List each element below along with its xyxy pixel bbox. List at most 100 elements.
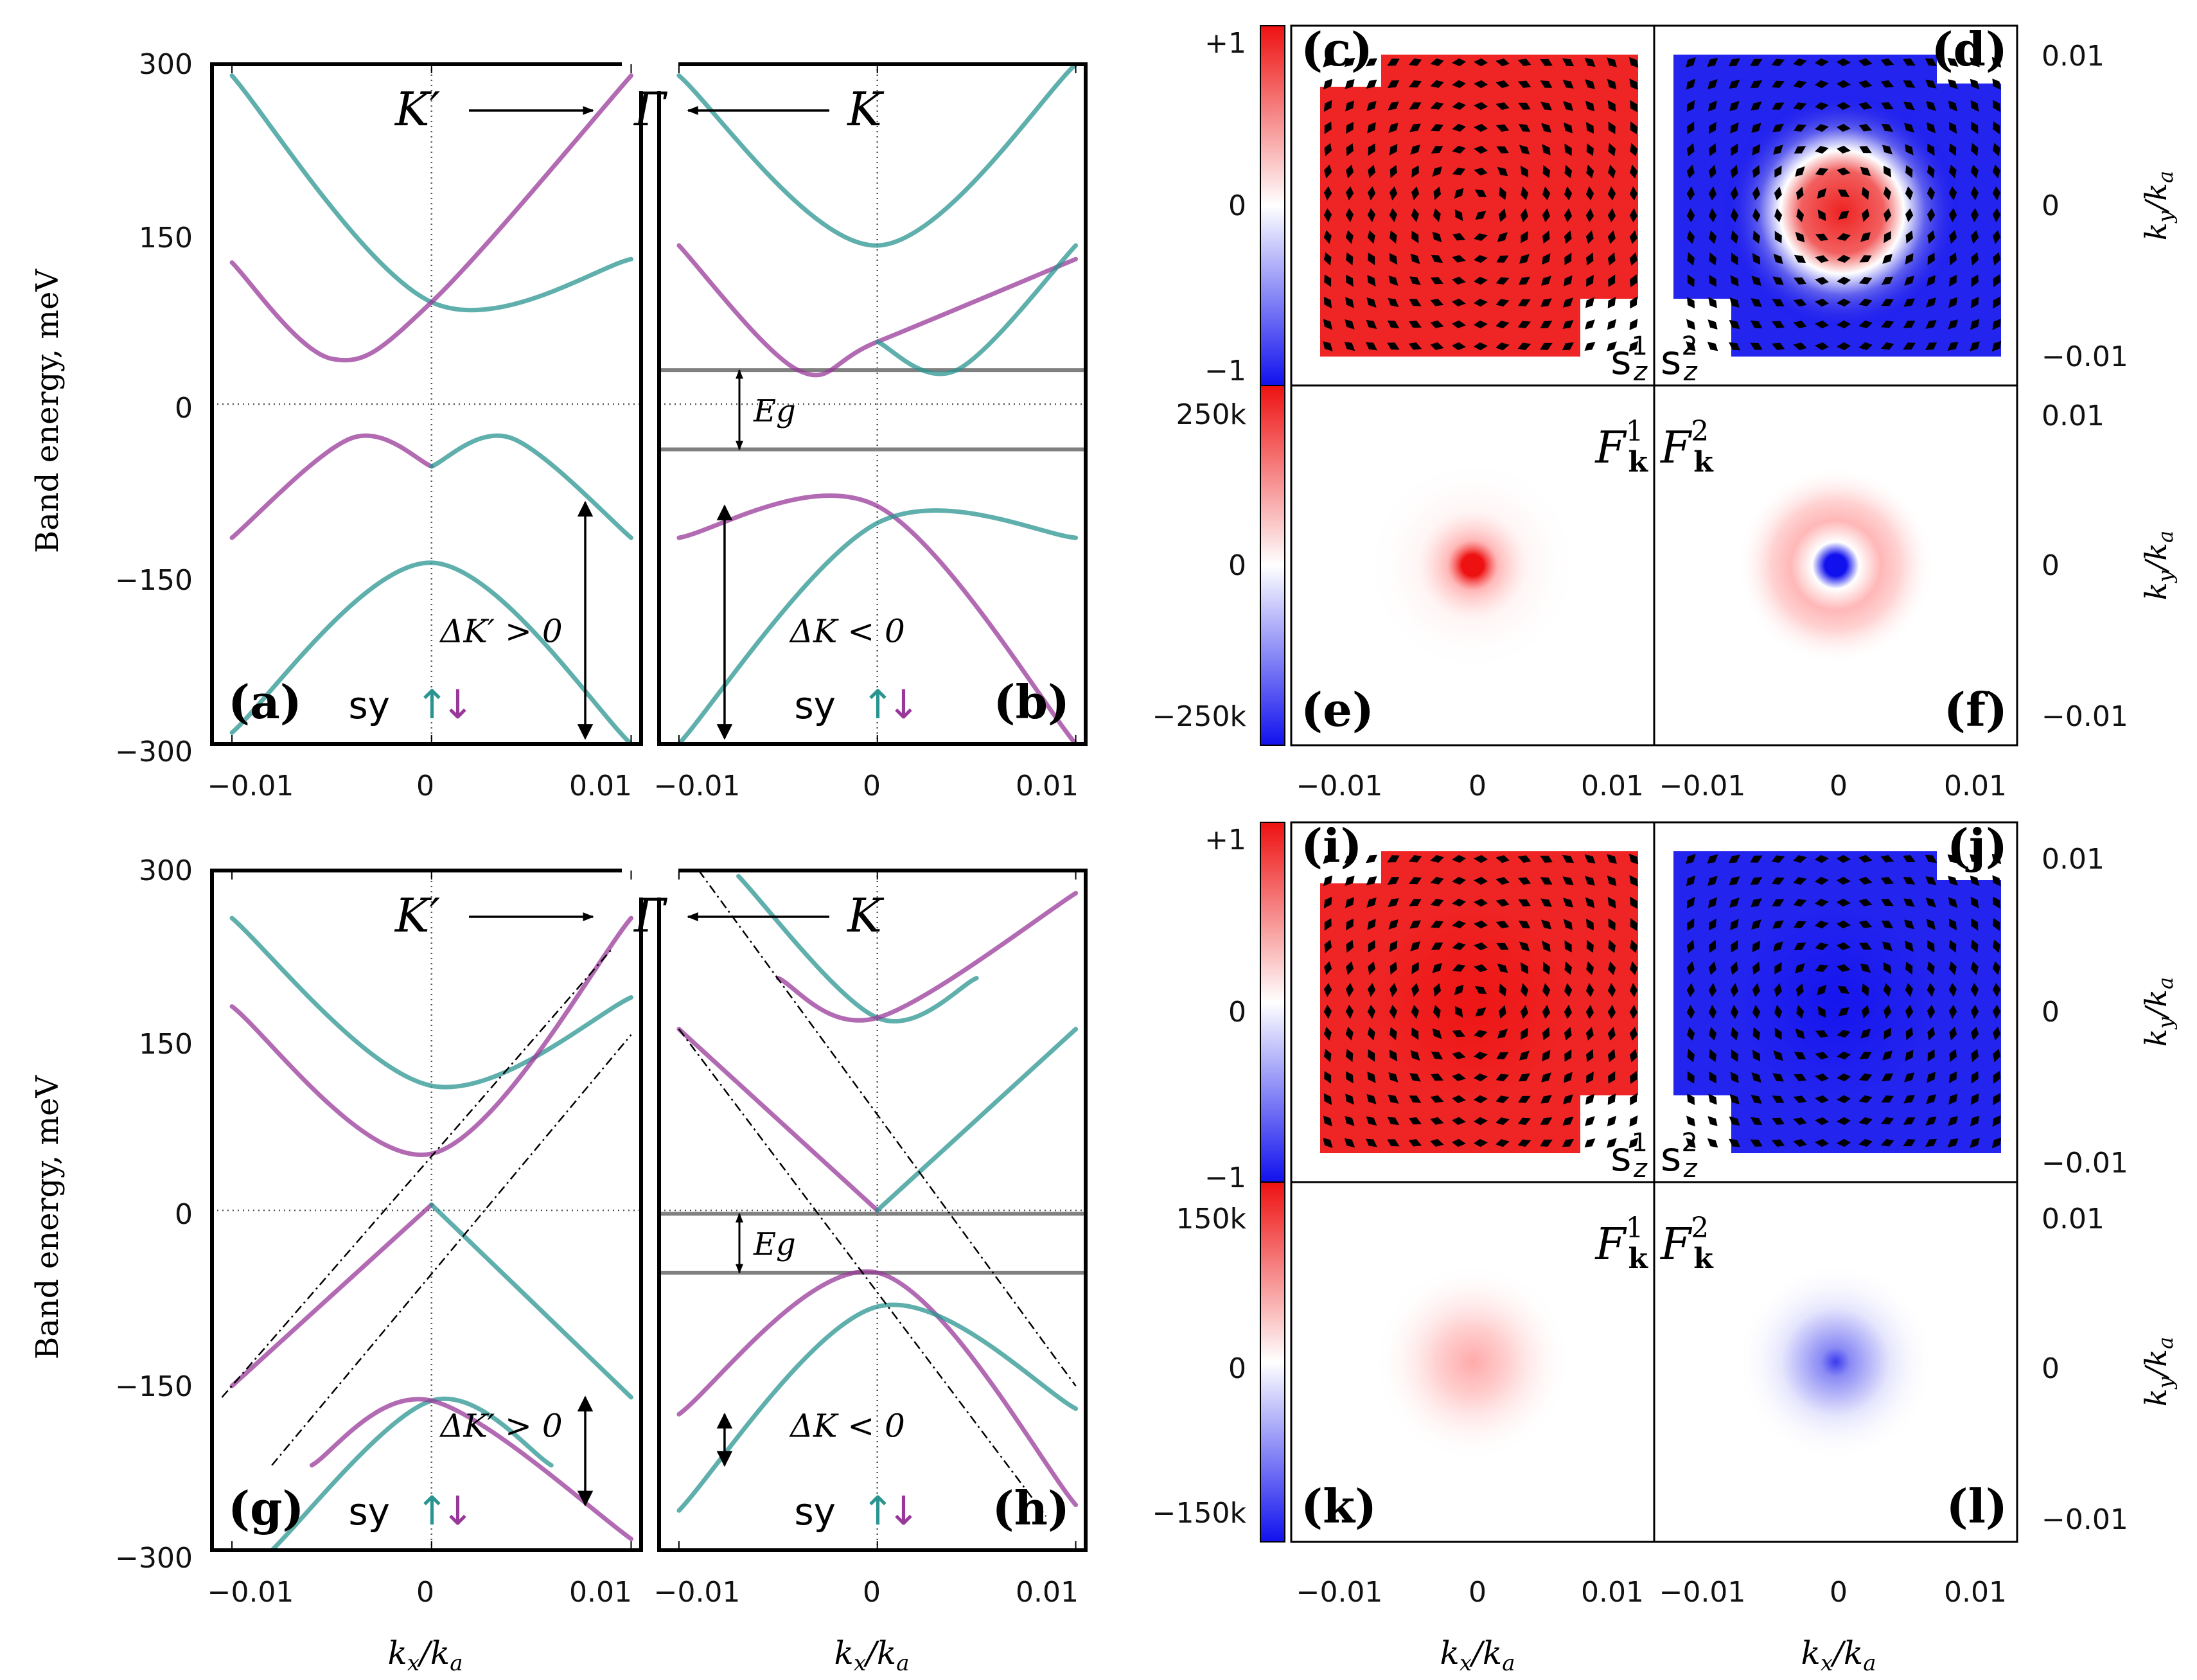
spin-arrow bbox=[1948, 1005, 1957, 1019]
spin-arrow bbox=[1409, 1073, 1421, 1082]
spin-arrow bbox=[1607, 1093, 1616, 1106]
spin-arrow bbox=[1837, 986, 1850, 995]
spin-arrow bbox=[1948, 1093, 1958, 1105]
spin-arrow bbox=[1431, 124, 1443, 132]
colorbar-F-bottom bbox=[1260, 1181, 1285, 1543]
berry-curvature bbox=[1655, 385, 2016, 745]
spin-arrow bbox=[1389, 144, 1398, 155]
spin-arrow bbox=[1496, 58, 1510, 67]
spin-arrow bbox=[1905, 253, 1914, 265]
panel-letter: (b) bbox=[994, 675, 1070, 729]
spin-arrow bbox=[1992, 1005, 2001, 1019]
spin-arrow bbox=[1430, 298, 1444, 306]
spin-arrow bbox=[1949, 230, 1957, 244]
spin-arrow bbox=[1815, 298, 1829, 307]
spin-arrow bbox=[1452, 167, 1466, 175]
spin-arrow bbox=[1903, 1139, 1916, 1147]
spin-arrow bbox=[1903, 1095, 1915, 1104]
spin-arrow bbox=[1993, 121, 2000, 134]
spin-core bbox=[1376, 906, 1569, 1099]
spin-arrow bbox=[1452, 80, 1466, 89]
spin-arrow bbox=[1837, 145, 1851, 154]
spin-core bbox=[1739, 906, 1932, 1099]
spin-arrow bbox=[1793, 342, 1807, 351]
spin-arrow bbox=[1564, 143, 1572, 156]
spin-arrow bbox=[1815, 255, 1829, 263]
spin-arrow bbox=[1562, 342, 1575, 351]
spin-arrow bbox=[1608, 918, 1616, 931]
spin-arrow bbox=[1542, 983, 1551, 997]
spin-arrow bbox=[1367, 122, 1376, 134]
spin-arrow bbox=[1496, 1117, 1510, 1126]
spin-arrow bbox=[1970, 164, 1979, 179]
spin-arrow bbox=[1564, 1049, 1572, 1062]
gamma-label: Γ bbox=[633, 82, 668, 136]
spin-arrow bbox=[1540, 855, 1553, 863]
spin-arrow bbox=[1474, 898, 1488, 907]
map-quantity-label: s1 z bbox=[1610, 332, 1648, 387]
spin-arrow bbox=[1346, 121, 1354, 134]
y-tick: −0.01 bbox=[2042, 700, 2128, 733]
spin-arrow bbox=[1750, 342, 1763, 350]
cbar-mid: 0 bbox=[1228, 996, 1246, 1029]
spin-arrow bbox=[1686, 100, 1695, 112]
spin-arrow bbox=[1562, 876, 1574, 885]
spin-arrow bbox=[1499, 983, 1506, 997]
spin-arrow bbox=[1837, 254, 1851, 263]
spin-arrow bbox=[1949, 252, 1957, 266]
spin-arrow bbox=[1948, 1116, 1958, 1126]
spin-arrow bbox=[1367, 1005, 1376, 1019]
berry-curvature bbox=[1293, 1182, 1653, 1542]
spin-arrow bbox=[1992, 208, 2001, 222]
spin-arrow bbox=[1794, 146, 1806, 154]
spin-arrow bbox=[1729, 58, 1740, 67]
spin-arrow bbox=[1323, 1115, 1332, 1127]
spin-arrow bbox=[1540, 1139, 1553, 1147]
spin-arrow bbox=[1903, 1117, 1916, 1125]
spin-arrow bbox=[1837, 898, 1851, 907]
spin-arrow bbox=[1970, 939, 1979, 953]
panel-letter: (l) bbox=[1946, 1479, 2007, 1534]
spin-arrow bbox=[1993, 1027, 2001, 1041]
spin-arrow bbox=[1411, 983, 1420, 997]
spin-arrow bbox=[1927, 230, 1936, 244]
spin-arrow bbox=[1474, 1051, 1488, 1060]
map-quantity-label: F2 k bbox=[1659, 415, 1714, 479]
spin-arrow bbox=[1815, 1074, 1829, 1082]
map-panel-c: s1 z (c) bbox=[1301, 22, 1648, 387]
spin-arrow bbox=[1389, 983, 1398, 997]
spin-arrow bbox=[1540, 321, 1553, 328]
spin-arrow bbox=[1815, 1030, 1829, 1038]
spin-arrow bbox=[1709, 252, 1716, 266]
spin-arrow bbox=[1774, 231, 1782, 243]
map-panel-i: s1 z (i) bbox=[1301, 818, 1648, 1183]
spin-arrow bbox=[1815, 1052, 1829, 1060]
spin-arrow bbox=[1686, 1005, 1695, 1019]
spin-arrow bbox=[1629, 230, 1637, 244]
spin-arrow bbox=[1496, 1095, 1510, 1104]
spin-arrow bbox=[1323, 1138, 1333, 1148]
spin-arrow bbox=[1323, 319, 1332, 330]
spin-arrow bbox=[1323, 896, 1332, 909]
spin-arrow bbox=[1970, 78, 1980, 90]
spin-arrow bbox=[1970, 1138, 1980, 1148]
spin-arrow bbox=[1903, 80, 1916, 88]
spin-arrow bbox=[1686, 1138, 1696, 1148]
x-tick: −0.01 bbox=[1296, 1576, 1383, 1609]
y-tick: 0 bbox=[175, 392, 193, 425]
spin-arrow bbox=[1881, 1095, 1894, 1103]
x-tick: 0.01 bbox=[1944, 770, 2007, 802]
plot-area bbox=[659, 64, 1086, 744]
spin-arrow bbox=[1431, 277, 1443, 285]
band-row-top: Band energy, meV 300 150 0 −150 −300 −0.… bbox=[30, 48, 1088, 802]
spin-arrow bbox=[1993, 230, 2001, 244]
spin-arrow bbox=[1564, 1072, 1573, 1083]
spin-arrow bbox=[1346, 164, 1354, 179]
spin-arrow bbox=[1992, 1115, 2001, 1127]
spin-arrow bbox=[1498, 1005, 1506, 1019]
spin-arrow bbox=[1518, 102, 1531, 110]
spin-arrow bbox=[1858, 80, 1873, 88]
spin-arrow bbox=[1430, 898, 1444, 906]
spin-arrow bbox=[1387, 80, 1400, 89]
spin-arrow bbox=[1323, 208, 1332, 222]
